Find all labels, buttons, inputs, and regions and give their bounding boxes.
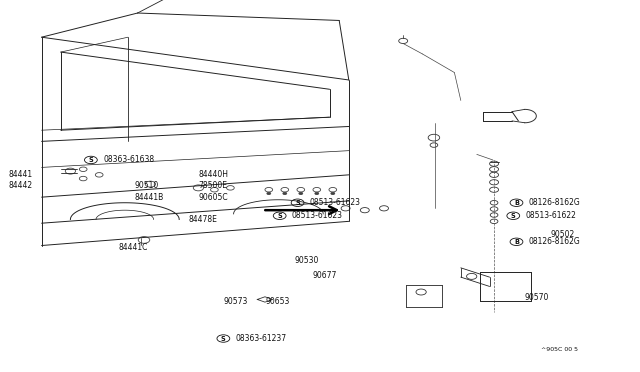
Text: ^905C 00 5: ^905C 00 5 bbox=[541, 347, 578, 352]
Text: B: B bbox=[514, 200, 519, 206]
Text: 08126-8162G: 08126-8162G bbox=[529, 198, 580, 207]
Circle shape bbox=[331, 192, 335, 195]
Text: 90510: 90510 bbox=[134, 182, 159, 190]
Text: 08363-61237: 08363-61237 bbox=[236, 334, 287, 343]
Text: 84441B: 84441B bbox=[134, 193, 164, 202]
Text: 78500E: 78500E bbox=[198, 182, 227, 190]
Text: S: S bbox=[277, 213, 282, 219]
Text: 90570: 90570 bbox=[525, 293, 549, 302]
Text: S: S bbox=[295, 200, 300, 206]
Circle shape bbox=[299, 192, 303, 195]
Text: 84441C: 84441C bbox=[118, 243, 148, 252]
Text: 84440H: 84440H bbox=[198, 170, 228, 179]
Text: 08513-61623: 08513-61623 bbox=[310, 198, 361, 207]
Text: 90573: 90573 bbox=[224, 297, 248, 306]
Text: 08513-61623: 08513-61623 bbox=[292, 211, 343, 220]
Text: B: B bbox=[514, 239, 519, 245]
Text: 90605C: 90605C bbox=[198, 193, 228, 202]
Text: S: S bbox=[221, 336, 226, 341]
Text: 84478E: 84478E bbox=[189, 215, 218, 224]
Text: 84442: 84442 bbox=[8, 182, 33, 190]
Text: S: S bbox=[511, 213, 516, 219]
Text: S: S bbox=[88, 157, 93, 163]
Text: 84441: 84441 bbox=[8, 170, 33, 179]
Circle shape bbox=[267, 192, 271, 195]
Circle shape bbox=[315, 192, 319, 195]
Text: 90502: 90502 bbox=[550, 230, 575, 239]
Text: 90677: 90677 bbox=[312, 271, 337, 280]
Text: 08126-8162G: 08126-8162G bbox=[529, 237, 580, 246]
Text: 08513-61622: 08513-61622 bbox=[525, 211, 576, 220]
Text: 90653: 90653 bbox=[266, 297, 290, 306]
Text: 90530: 90530 bbox=[294, 256, 319, 265]
Circle shape bbox=[283, 192, 287, 195]
Text: 08363-61638: 08363-61638 bbox=[103, 155, 154, 164]
